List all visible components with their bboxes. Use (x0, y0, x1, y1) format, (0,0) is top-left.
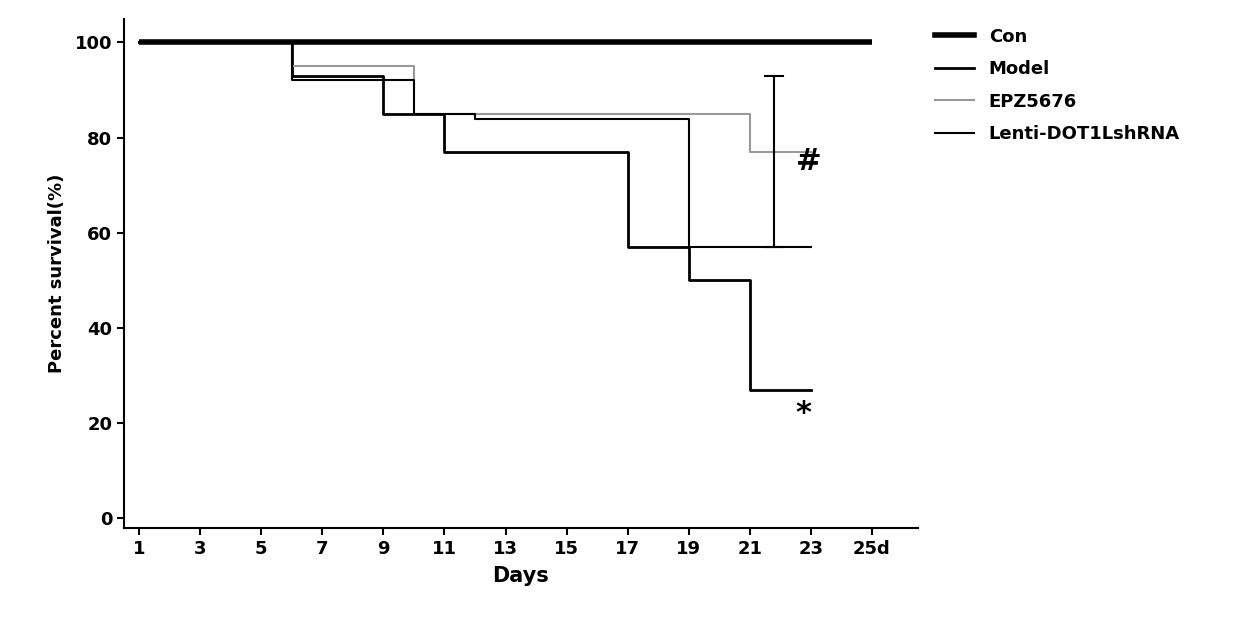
Text: #: # (796, 147, 821, 176)
Text: *: * (796, 399, 811, 428)
Legend: Con, Model, EPZ5676, Lenti-DOT1LshRNA: Con, Model, EPZ5676, Lenti-DOT1LshRNA (935, 28, 1179, 143)
Y-axis label: Percent survival(%): Percent survival(%) (48, 173, 67, 373)
X-axis label: Days: Days (492, 566, 549, 586)
